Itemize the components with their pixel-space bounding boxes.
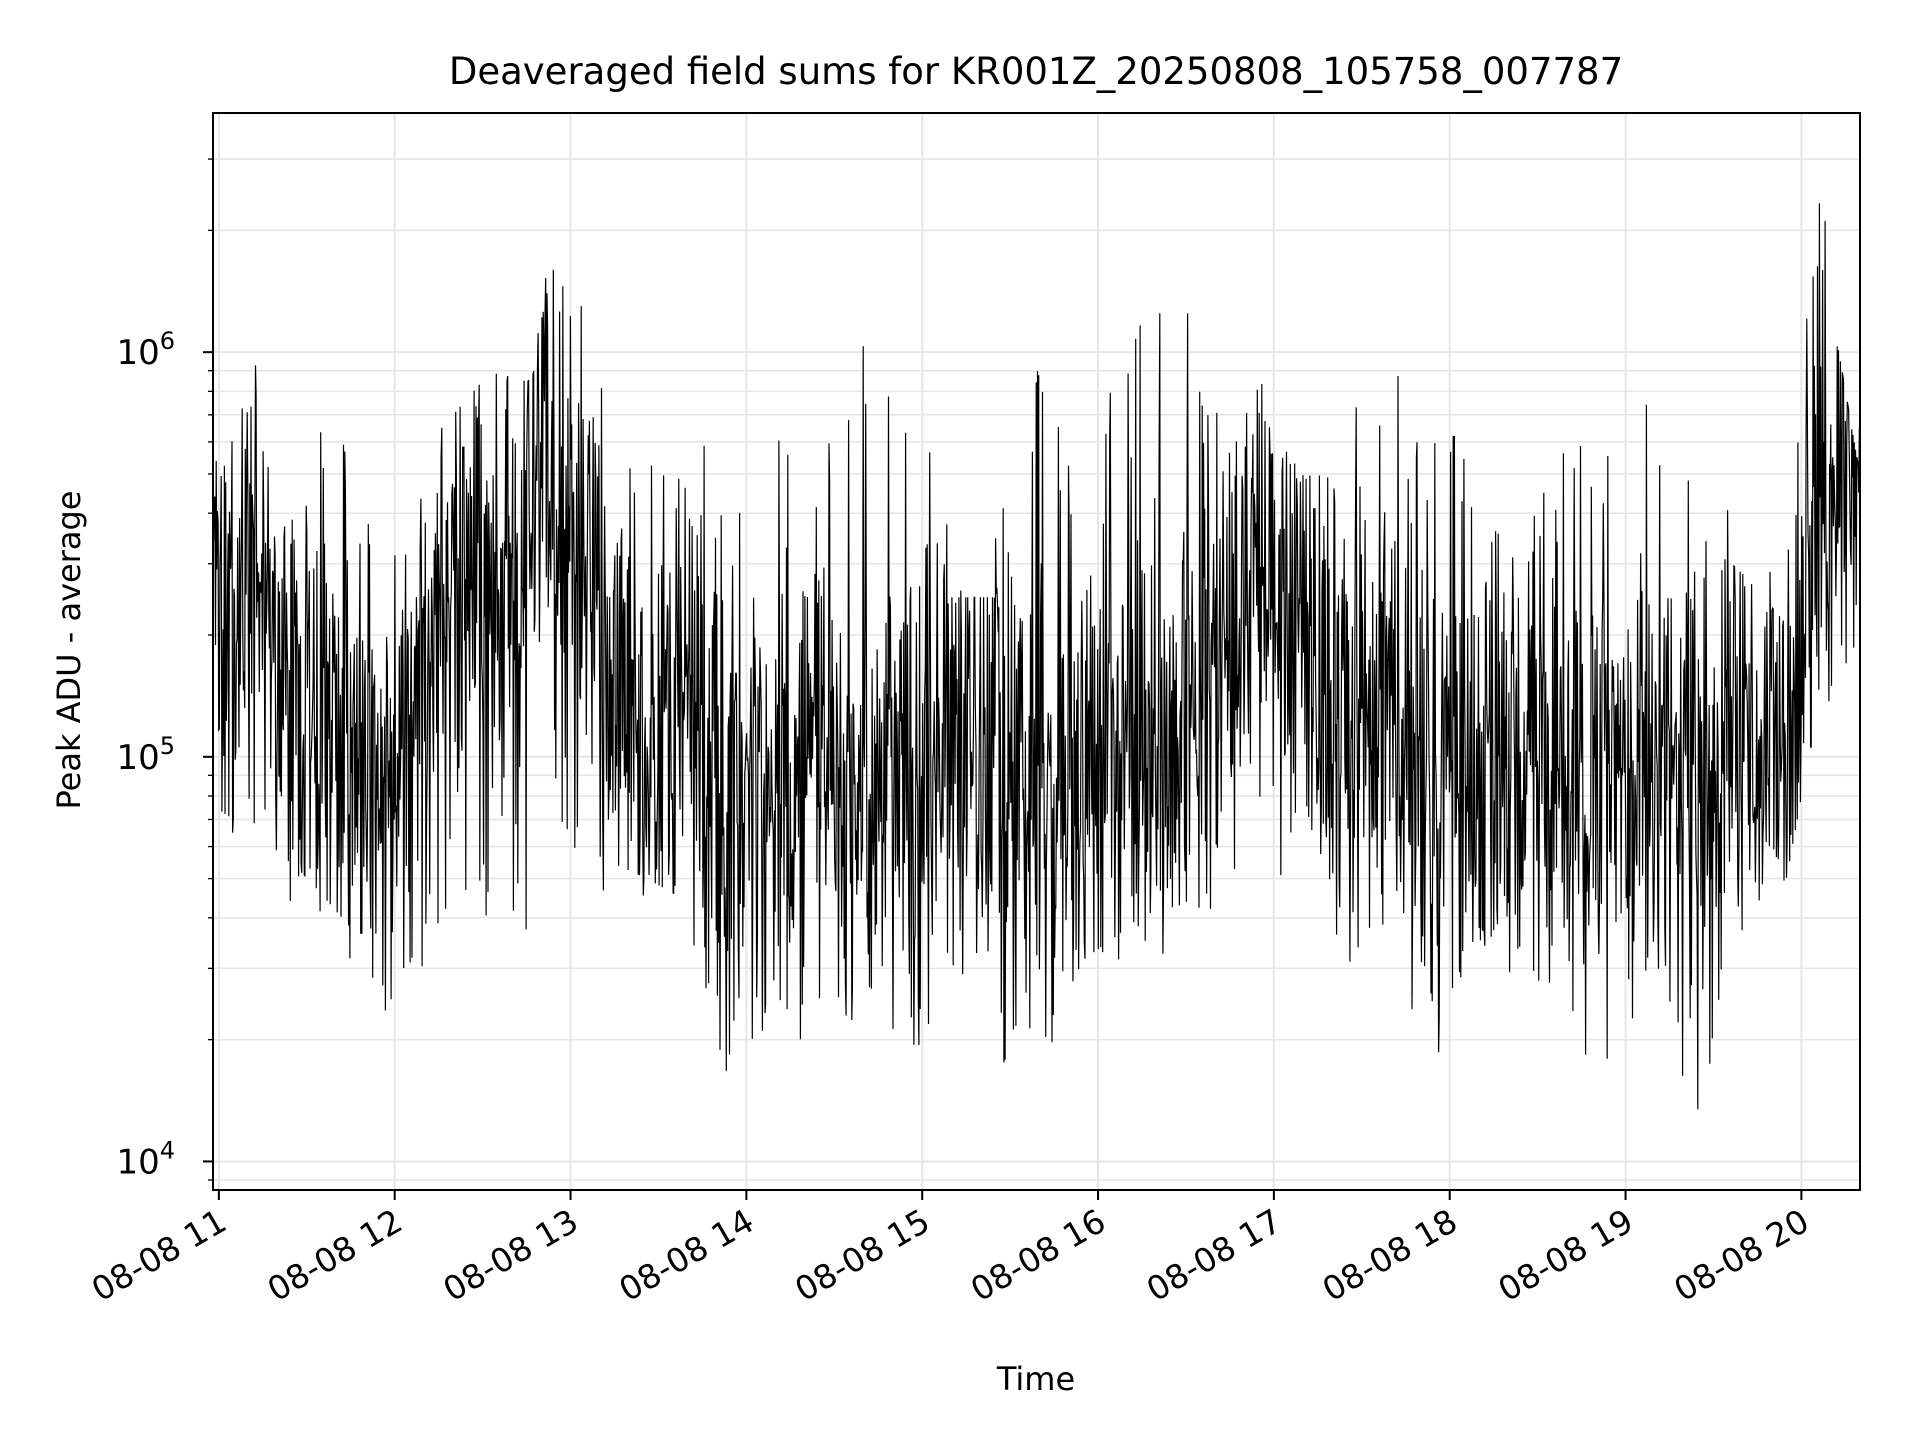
y-tick-label: 104 — [116, 1136, 175, 1182]
y-tick-label: 106 — [116, 327, 175, 373]
y-axis-label: Peak ADU - average — [50, 491, 88, 810]
x-axis-label: Time — [996, 1360, 1075, 1398]
series-line — [212, 203, 1861, 1110]
plot-frame — [212, 112, 1861, 1191]
chart-title: Deaveraged field sums for KR001Z_2025080… — [449, 50, 1623, 93]
y-tick-label: 105 — [116, 732, 175, 778]
data-layer — [212, 203, 1861, 1110]
